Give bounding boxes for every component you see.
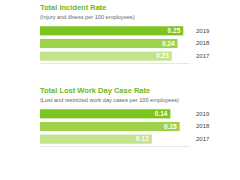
x-axis	[41, 146, 190, 147]
tick: 2019	[196, 111, 210, 117]
tick-label: 2017	[196, 136, 210, 142]
y-axis: 2019 2018 2017	[196, 28, 210, 59]
bar	[40, 52, 172, 61]
chart-canvas: Total Incident Rate (Injury and illness p…	[0, 0, 240, 180]
data-label: 0.12	[136, 135, 149, 142]
chart-subtitle: (Injury and illness per 100 employees)	[40, 14, 135, 20]
tick: 2018	[196, 123, 210, 129]
data-labels: 0.14 0.15 0.12	[136, 110, 177, 142]
bars	[40, 109, 180, 143]
y-axis: 2019 2018 2017	[196, 111, 210, 142]
chart-title: Total Lost Work Day Case Rate	[40, 86, 150, 95]
axis-line	[41, 146, 190, 147]
tick: 2019	[196, 28, 210, 34]
data-label: 0.24	[162, 40, 175, 47]
tick-label: 2019	[196, 111, 210, 117]
data-label: 0.14	[155, 110, 168, 117]
tick: 2018	[196, 40, 210, 46]
bars	[40, 26, 183, 60]
tick-label: 2018	[196, 40, 210, 46]
axis-line	[41, 63, 190, 64]
bar	[40, 122, 180, 131]
x-axis	[41, 63, 190, 64]
tick: 2017	[196, 53, 210, 59]
tick-label: 2019	[196, 28, 210, 34]
chart-panel: Total Lost Work Day Case Rate (Lost and r…	[40, 86, 210, 147]
bar	[40, 26, 183, 35]
bar	[40, 109, 170, 118]
chart-title: Total Incident Rate	[40, 3, 107, 12]
data-label: 0.25	[168, 27, 181, 34]
data-label: 0.23	[156, 52, 169, 59]
bar	[40, 39, 178, 48]
bar	[40, 135, 152, 144]
chart-subtitle: (Lost and restricted work day cases per …	[40, 97, 179, 103]
chart-panel: Total Incident Rate (Injury and illness p…	[40, 3, 210, 64]
data-label: 0.15	[164, 123, 177, 130]
tick: 2017	[196, 136, 210, 142]
tick-label: 2018	[196, 123, 210, 129]
tick-label: 2017	[196, 53, 210, 59]
data-labels: 0.25 0.24 0.23	[156, 27, 180, 59]
